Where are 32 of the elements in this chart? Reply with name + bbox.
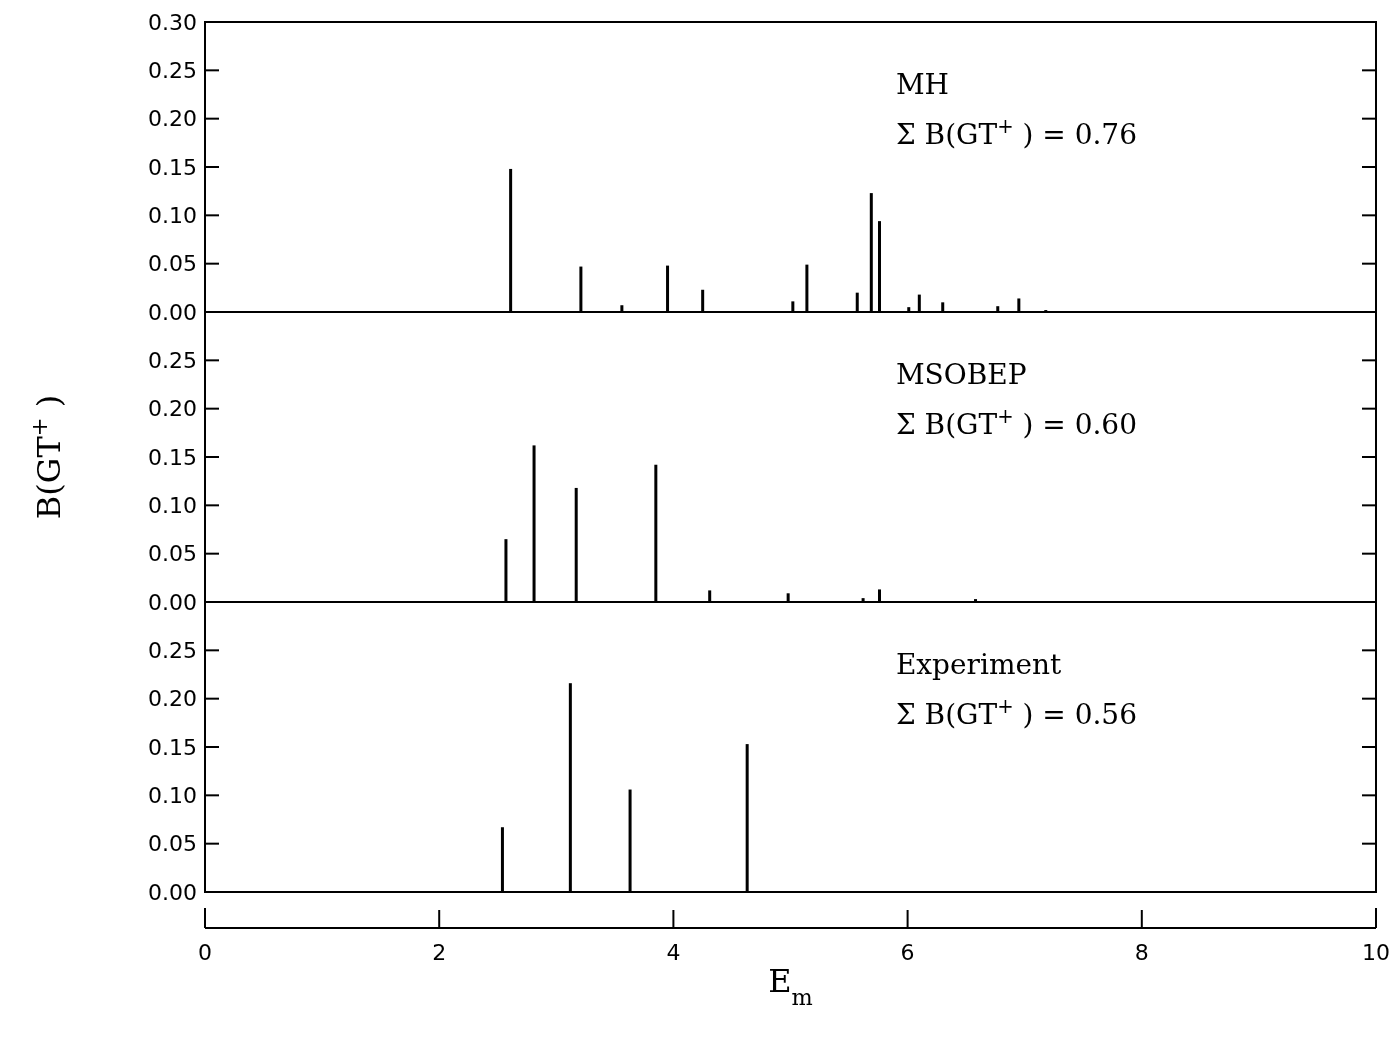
- x-axis-title: E$_{m}$: [768, 962, 813, 1010]
- y-tick-label: 0.05: [148, 251, 197, 277]
- y-tick-label: 0.00: [148, 589, 197, 615]
- x-tick-label: 2: [432, 940, 447, 965]
- y-tick-label: 0.10: [148, 783, 197, 809]
- x-tick-label: 8: [1134, 940, 1149, 965]
- x-tick-label: 6: [900, 940, 915, 965]
- y-tick-label: 0.15: [148, 154, 197, 180]
- y-tick-label: 0.10: [148, 493, 197, 519]
- y-tick-label: 0.25: [148, 348, 197, 374]
- y-tick-label: 0.05: [148, 831, 197, 857]
- annotation: MSOBEP: [895, 358, 1027, 391]
- y-tick-label: 0.25: [148, 58, 197, 84]
- y-tick-label: 0.20: [148, 106, 197, 132]
- annotation: Σ B(GT$^{+}$) = 0.60: [895, 404, 1137, 441]
- y-tick-label: 0.30: [148, 9, 197, 35]
- y-tick-label: 0.05: [148, 541, 197, 567]
- annotation: Experiment: [895, 648, 1063, 681]
- y-tick-label: 0.10: [148, 203, 197, 229]
- y-tick-label: 0.15: [148, 734, 197, 760]
- annotation: MH: [895, 68, 949, 101]
- annotation: Σ B(GT$^{+}$) = 0.56: [895, 694, 1137, 731]
- y-tick-label: 0.20: [148, 686, 197, 712]
- y-tick-label: 0.00: [148, 879, 197, 905]
- x-tick-label: 4: [666, 940, 681, 965]
- annotation: Σ B(GT$^{+}$) = 0.76: [895, 114, 1137, 151]
- x-tick-label: 0: [198, 940, 212, 965]
- y-tick-label: 0.20: [148, 396, 197, 422]
- x-tick-label: 10: [1362, 940, 1390, 965]
- y-tick-label: 0.25: [148, 638, 197, 664]
- y-tick-label: 0.15: [148, 444, 197, 470]
- y-tick-label: 0.00: [148, 299, 197, 325]
